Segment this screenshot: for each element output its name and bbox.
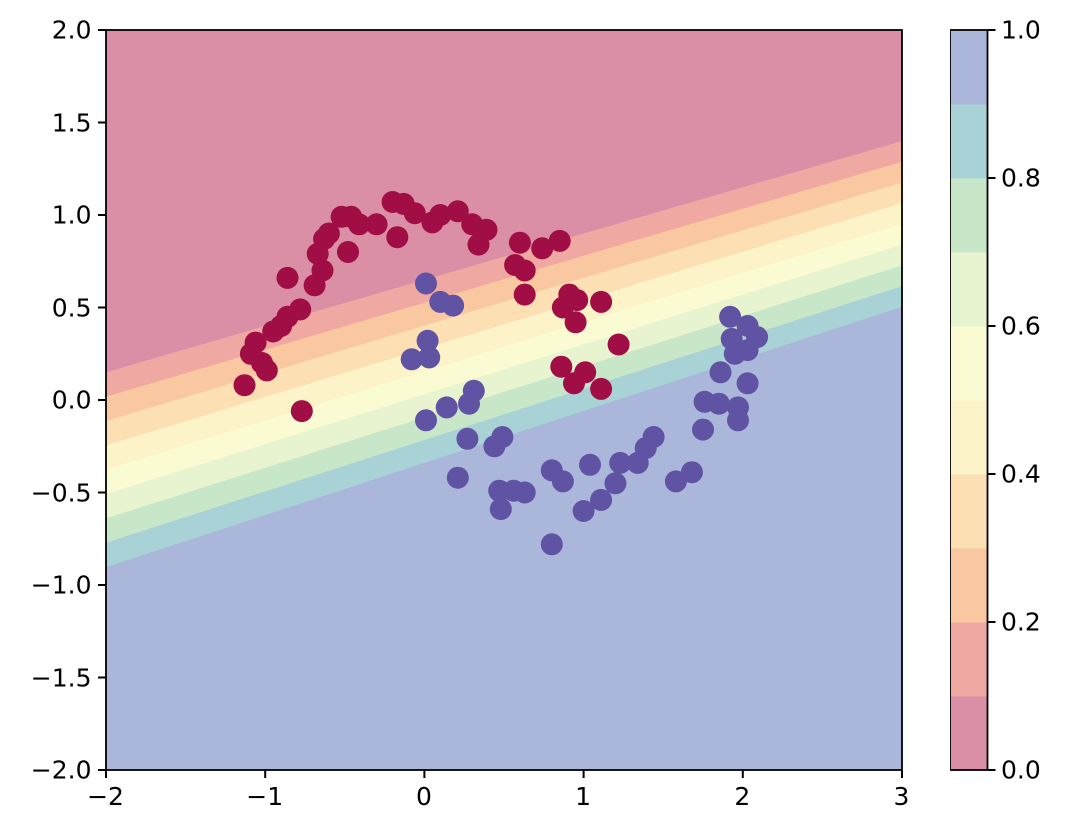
scatter-point [564, 311, 587, 334]
scatter-point [276, 266, 298, 289]
scatter-point [311, 259, 333, 282]
colorbar-tick-label: 0.4 [1001, 459, 1041, 489]
scatter-point [603, 472, 626, 495]
colorbar-band [949, 104, 987, 179]
colorbar-band [949, 326, 987, 401]
scatter-point [233, 374, 255, 397]
scatter-point [572, 500, 595, 522]
scatter-point [489, 498, 512, 521]
tick-marks [97, 29, 903, 778]
scatter-point [417, 346, 440, 369]
scatter-point [513, 259, 536, 282]
scatter-point [664, 470, 687, 493]
colorbar-band [949, 178, 987, 253]
colorbar-band [949, 696, 987, 771]
scatter-point [416, 329, 439, 352]
scatter-point [680, 461, 703, 484]
x-tick-label: 1 [575, 782, 592, 811]
colorbar-tick-label: 0.2 [1001, 607, 1041, 637]
scatter-point [403, 202, 426, 225]
colorbar-band [949, 252, 987, 327]
scatter-point [513, 481, 536, 504]
scatter-point [723, 342, 746, 365]
scatter-point [441, 294, 464, 317]
scatter-point [707, 392, 730, 415]
scatter-point [255, 359, 278, 382]
scatter-point [540, 533, 563, 556]
colorbar-band [949, 474, 987, 549]
scatter-point [428, 204, 451, 226]
scatter-point [726, 396, 749, 419]
scatter-point [455, 427, 478, 450]
colorbar-outline [949, 29, 988, 771]
scatter-point [385, 226, 408, 249]
scatter-point [400, 348, 423, 371]
scatter-point [446, 200, 469, 223]
scatter-point [317, 222, 340, 245]
x-tick-label: 3 [893, 782, 910, 811]
x-tick-label: 0 [415, 782, 432, 811]
y-tick-label: −1.5 [30, 663, 92, 692]
scatter-point [414, 272, 437, 295]
colorbar-tick-label: 0.0 [1001, 755, 1041, 785]
colorbar-band [949, 548, 987, 623]
scatter-point [589, 290, 612, 313]
scatter-point [414, 409, 437, 432]
scatter-point [642, 426, 665, 448]
scatter-point [482, 435, 505, 458]
colorbar-tick-label: 0.8 [1001, 163, 1041, 193]
y-tick-label: 0.0 [51, 385, 92, 415]
x-tick-label: −2 [87, 782, 124, 811]
scatter-point [508, 231, 531, 254]
y-tick-label: 0.5 [51, 293, 92, 322]
y-tick-label: 2.0 [51, 15, 92, 45]
colorbar-tick-label: 0.6 [1001, 311, 1041, 341]
scatter-point [709, 361, 731, 384]
colorbar-band [949, 622, 987, 697]
main-plot [97, 29, 903, 778]
scatter-point [718, 305, 741, 328]
x-tick-label: −1 [246, 782, 284, 811]
contour-bands [105, 29, 902, 771]
scatter-point [607, 333, 630, 356]
scatter-point [336, 241, 359, 263]
scatter-point [578, 453, 601, 476]
scatter-point [513, 283, 536, 306]
y-tick-label: −0.5 [30, 478, 92, 507]
scatter-class-1-purple [400, 272, 768, 556]
colorbar-band [949, 400, 987, 475]
scatter-point [290, 400, 313, 423]
colorbar [949, 29, 995, 771]
scatter-point [288, 298, 311, 321]
scatter-class-0-maroon [233, 191, 630, 423]
scatter-point [467, 233, 489, 256]
scatter-point [589, 488, 612, 511]
scatter-point [551, 296, 574, 319]
scatter-point [736, 372, 759, 395]
y-tick-label: 1.0 [51, 200, 92, 230]
scatter-point [365, 213, 388, 236]
y-tick-label: −2.0 [30, 755, 92, 785]
scatter-point [435, 396, 458, 419]
scatter-point [551, 470, 574, 493]
scatter-point [446, 466, 469, 489]
scatter-point [549, 355, 572, 378]
scatter-point [608, 451, 631, 474]
scatter-point [691, 418, 714, 441]
x-tick-label: 2 [734, 782, 751, 811]
scatter-point [244, 331, 267, 354]
y-tick-label: 1.5 [51, 108, 92, 137]
scatter-point [530, 237, 553, 260]
scatter-point [548, 229, 571, 252]
y-tick-label: −1.0 [30, 570, 92, 600]
colorbar-tick-label: 1.0 [1001, 15, 1041, 45]
scatter-point [347, 213, 370, 236]
colorbar-band [949, 30, 987, 105]
scatter-point [562, 372, 585, 395]
scatter-point [457, 392, 480, 415]
scatter-point [589, 377, 612, 400]
